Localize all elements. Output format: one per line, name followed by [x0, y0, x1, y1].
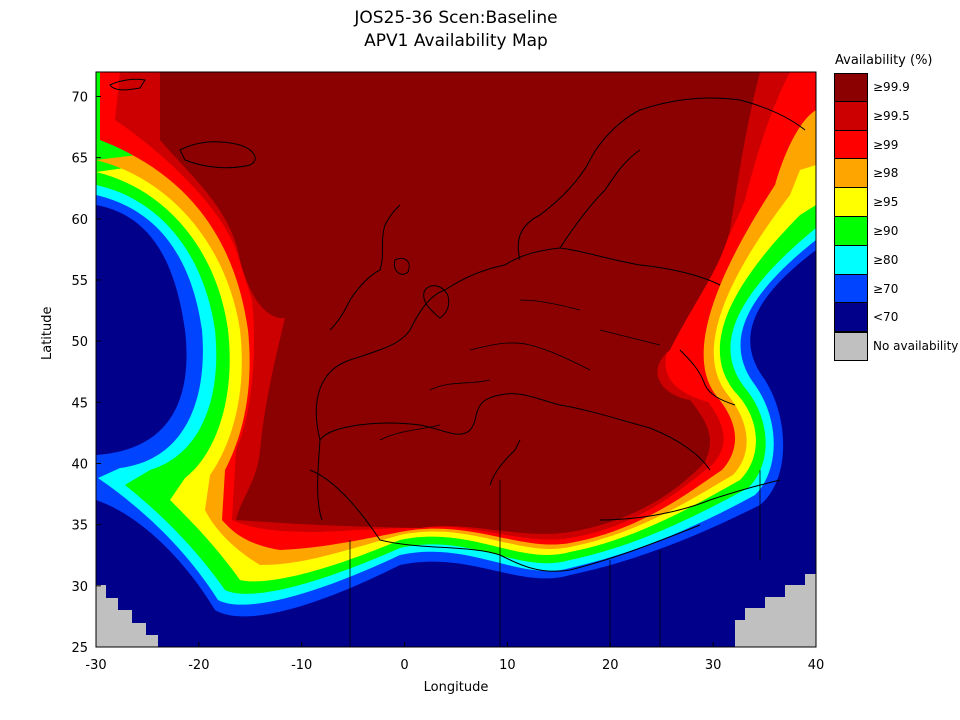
legend-swatch — [834, 274, 868, 304]
legend-swatch — [834, 159, 868, 189]
no-availability-southwest — [96, 585, 158, 647]
legend-label: ≥80 — [873, 252, 899, 267]
legend-label: ≥99 — [873, 137, 899, 152]
x-axis-ticks: -30 -20 -10 0 10 20 30 40 — [85, 642, 824, 673]
legend-swatch — [834, 73, 868, 102]
legend-label: ≥95 — [873, 195, 899, 210]
y-tick-label: 60 — [71, 213, 88, 228]
y-tick-label: 65 — [71, 152, 88, 167]
x-tick-label: 20 — [602, 658, 619, 673]
x-axis-label: Longitude — [423, 680, 489, 695]
legend-label: ≥90 — [873, 223, 899, 238]
legend-label: ≥98 — [873, 166, 899, 181]
legend-label: ≥99.9 — [873, 80, 910, 94]
legend-swatch — [834, 101, 868, 131]
y-tick-label: 35 — [71, 519, 88, 534]
legend-swatch — [834, 130, 868, 160]
x-tick-label: 10 — [499, 658, 516, 673]
y-axis-label: Latitude — [40, 306, 55, 360]
legend-swatch — [834, 216, 868, 246]
y-tick-label: 50 — [71, 335, 88, 350]
y-tick-label: 40 — [71, 457, 88, 472]
x-tick-label: 0 — [400, 658, 408, 673]
no-availability-southeast — [735, 574, 816, 647]
y-tick-label: 70 — [71, 90, 88, 105]
legend-label: ≥99.5 — [873, 108, 910, 123]
legend-swatch — [834, 188, 868, 217]
x-tick-label: 40 — [808, 658, 825, 673]
y-tick-label: 25 — [71, 641, 88, 656]
legend-label: <70 — [873, 310, 899, 325]
legend-swatch — [834, 332, 868, 361]
coastlines — [109, 78, 806, 572]
y-tick-label: 30 — [71, 580, 88, 595]
x-tick-label: -30 — [85, 658, 106, 673]
x-tick-label: 30 — [705, 658, 722, 673]
country-borders — [349, 299, 761, 647]
legend-label: No availability — [873, 339, 959, 354]
legend-swatch — [834, 245, 868, 275]
legend-label: ≥70 — [873, 281, 899, 296]
legend-swatch — [834, 303, 868, 333]
x-tick-label: -20 — [188, 658, 209, 673]
y-axis-ticks: 25 30 35 40 45 50 55 60 65 70 — [71, 90, 101, 656]
map-title: JOS25-36 Scen:Baseline — [354, 8, 558, 28]
y-tick-label: 45 — [71, 396, 88, 411]
band-99-9 — [160, 72, 760, 534]
plot-frame — [95, 71, 817, 648]
legend-title: Availability (%) — [835, 53, 933, 68]
y-tick-label: 55 — [71, 274, 88, 289]
map-subtitle: APV1 Availability Map — [364, 31, 548, 51]
x-tick-label: -10 — [291, 658, 312, 673]
